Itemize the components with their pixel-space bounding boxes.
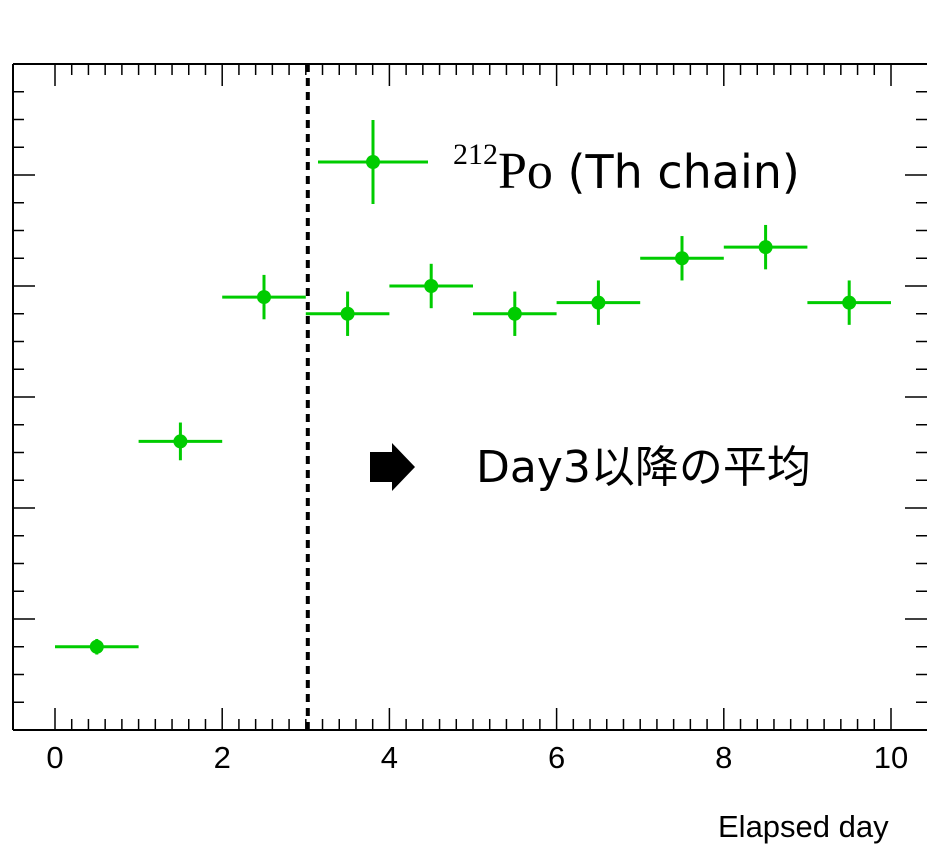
data-marker <box>758 240 773 255</box>
data-marker <box>675 251 689 266</box>
data-marker <box>842 295 857 310</box>
x-axis-label: Elapsed day <box>718 809 889 844</box>
data-marker <box>507 306 522 321</box>
data-marker <box>89 639 104 654</box>
x-tick-label: 8 <box>715 740 732 775</box>
data-point <box>222 274 306 320</box>
legend: 212Po (Th chain) <box>318 120 800 204</box>
data-marker <box>591 295 606 310</box>
x-tick-label: 10 <box>874 740 908 775</box>
data-point <box>640 236 724 281</box>
data-point <box>556 280 641 325</box>
legend-label: 212Po (Th chain) <box>453 138 800 200</box>
data-point <box>473 291 557 336</box>
x-tick-label: 4 <box>381 740 398 775</box>
annotation-text: Day3以降の平均 <box>476 442 811 493</box>
data-points <box>55 224 891 655</box>
data-marker <box>257 290 271 305</box>
axis-ticks <box>13 63 927 731</box>
data-point <box>389 263 473 309</box>
legend-isotope-mass: 212 <box>453 138 498 171</box>
data-point <box>807 280 891 325</box>
data-marker <box>340 306 355 321</box>
data-point <box>138 422 223 461</box>
legend-element: Po <box>498 143 553 200</box>
annotation: Day3以降の平均 <box>370 442 811 493</box>
x-tick-labels: 0 2 4 6 8 10 <box>46 740 908 775</box>
data-point <box>723 224 808 270</box>
data-marker <box>173 434 188 449</box>
data-point <box>305 291 390 336</box>
x-tick-label: 2 <box>214 740 231 775</box>
legend-chain: (Th chain) <box>553 145 800 199</box>
x-tick-label: 6 <box>548 740 565 775</box>
legend-marker-dot <box>366 155 380 169</box>
data-point <box>55 638 139 655</box>
right-arrow-icon <box>370 443 415 491</box>
data-marker <box>424 279 439 293</box>
x-tick-label: 0 <box>46 740 63 775</box>
